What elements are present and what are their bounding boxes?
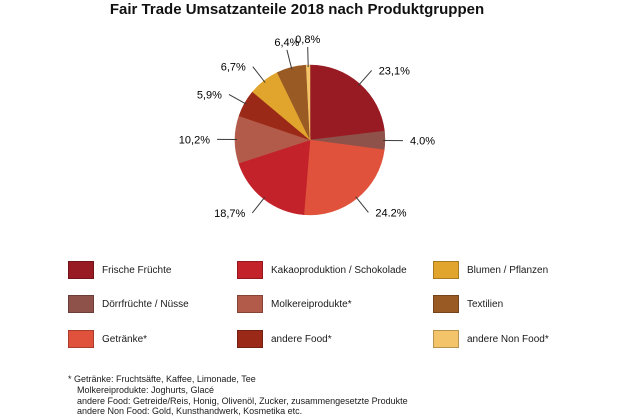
pie-label-6: 5,9% <box>197 89 222 101</box>
footnote-line: andere Food: Getreide/Reis, Honig, Olive… <box>77 395 408 406</box>
footnote: * Getränke: Fruchtsäfte, Kaffee, Limonad… <box>68 374 608 417</box>
footnote-line: * Getränke: Fruchtsäfte, Kaffee, Limonad… <box>68 374 256 384</box>
pie-label-4: 18,7% <box>214 208 245 220</box>
legend-label: andere Food* <box>271 333 332 345</box>
legend-item-getraenke: Getränke* <box>68 330 147 348</box>
legend-label: Textilien <box>467 298 504 310</box>
pie-label-8: 6,4% <box>274 37 299 49</box>
pie-label-line-3 <box>355 196 369 213</box>
pie-label-2: 4.0% <box>410 136 435 148</box>
legend-item-andere-non-food: andere Non Food* <box>433 330 549 348</box>
legend-label: Getränke* <box>102 333 148 345</box>
legend-item-frische-fruechte: Frische Früchte <box>68 261 171 279</box>
legend-swatch-kakaoproduktion-schokolade <box>237 261 263 279</box>
legend-swatch-andere-non-food <box>433 330 459 348</box>
legend-swatch-doerrfruechte-nuesse <box>68 295 94 313</box>
page-title: Fair Trade Umsatzanteile 2018 nach Produ… <box>109 1 485 18</box>
pie-label-5: 10,2% <box>179 134 210 146</box>
footnote-line: Molkereiprodukte: Joghurts, Glacé <box>77 384 215 395</box>
legend-swatch-frische-fruechte <box>68 261 94 279</box>
legend-item-molkereiprodukte: Molkereiprodukte* <box>237 295 352 313</box>
legend-item-kakaoproduktion-schokolade: Kakaoproduktion / Schokolade <box>237 261 407 279</box>
legend-item-blumen-pflanzen: Blumen / Pflanzen <box>433 261 548 279</box>
legend-item-textilien: Textilien <box>433 295 503 313</box>
pie-label-1: 23,1% <box>379 65 410 77</box>
pie-label-line-4 <box>251 196 266 214</box>
pie-label-line-8 <box>286 49 293 70</box>
footnote-line: andere Non Food: Gold, Kunsthandwerk, Ko… <box>77 406 303 417</box>
pie-label-line-9 <box>307 46 309 68</box>
legend-swatch-andere-food <box>237 330 263 348</box>
pie-slice-1 <box>309 64 385 141</box>
legend-swatch-textilien <box>433 295 459 313</box>
legend-label: Molkereiprodukte* <box>271 298 352 310</box>
legend-label: Dörrfrüchte / Nüsse <box>102 298 189 310</box>
pie-label-line-7 <box>252 66 266 83</box>
pie-label-line-6 <box>228 93 247 105</box>
legend-item-doerrfruechte-nuesse: Dörrfrüchte / Nüsse <box>68 295 189 313</box>
legend-swatch-blumen-pflanzen <box>433 261 459 279</box>
legend-swatch-molkereiprodukte <box>237 295 263 313</box>
legend-item-andere-food: andere Food* <box>237 330 332 348</box>
legend-label: andere Non Food* <box>467 333 549 345</box>
pie-slice-3 <box>303 139 385 216</box>
pie-label-3: 24.2% <box>375 207 406 219</box>
pie-label-7: 6,7% <box>221 62 246 74</box>
legend-label: Kakaoproduktion / Schokolade <box>271 264 407 276</box>
pie-label-line-1 <box>358 70 373 86</box>
pie-chart: 23,1% 4.0% 24.2% 18,7% 10,2% 5,9% 6,7% 6,4%0,8% <box>179 34 435 220</box>
pie-label-9: 0,8% <box>295 34 320 46</box>
legend-swatch-getraenke <box>68 330 94 348</box>
legend-label: Blumen / Pflanzen <box>467 264 549 276</box>
legend-label: Frische Früchte <box>102 264 172 276</box>
